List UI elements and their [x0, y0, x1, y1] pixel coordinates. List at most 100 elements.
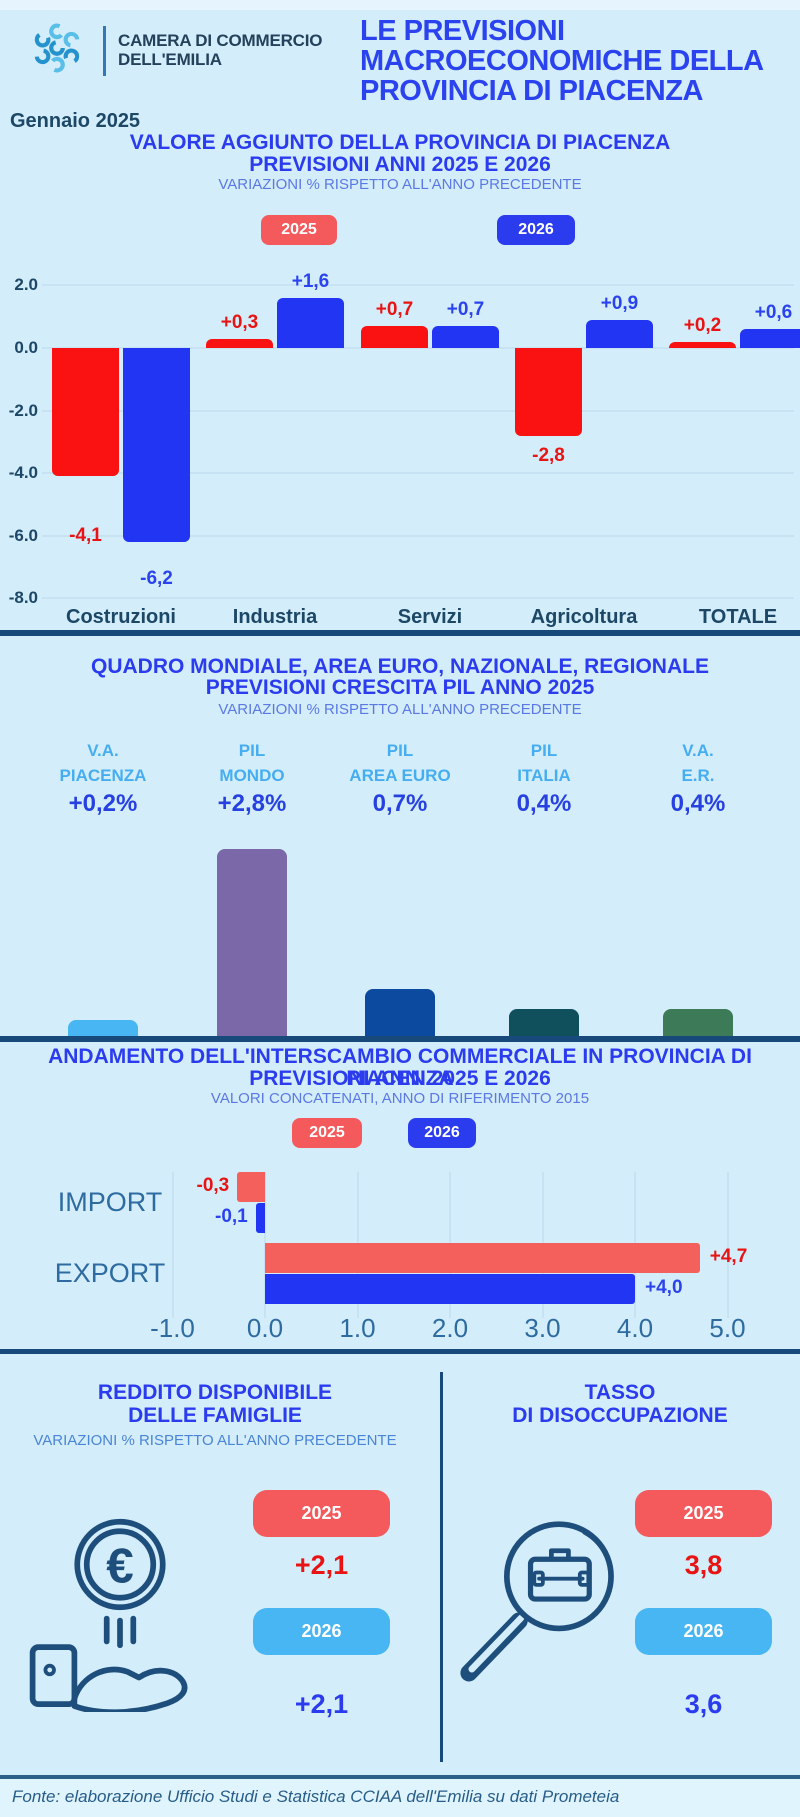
report-date: Gennaio 2025 [10, 110, 141, 132]
chart2-column-header-line1: V.A. [682, 741, 714, 760]
brand-name-line1: CAMERA DI COMMERCIO [118, 31, 323, 50]
panel-reddito-title-line1: REDDITO DISPONIBILE [97, 1381, 333, 1404]
tasso-2025-value: 3,8 [684, 1550, 723, 1580]
chart2-column-value: 0,4% [516, 790, 572, 817]
top-strip [0, 0, 800, 10]
chart2-column-header-line2: ITALIA [517, 766, 571, 785]
section1-subtitle: VARIAZIONI % RISPETTO ALL'ANNO PRECEDENT… [218, 176, 582, 193]
chart1-gridline [42, 472, 794, 475]
chart2-column-header-line1: PIL [386, 741, 414, 760]
panel-reddito-subtitle: VARIAZIONI % RISPETTO ALL'ANNO PRECEDENT… [33, 1432, 397, 1449]
chart2-column-value: +0,2% [68, 790, 138, 817]
chart1-bar-value-label: +0,2 [683, 314, 722, 336]
chart2-bar [217, 849, 287, 1036]
chart1-y-tick-label: -4.0 [8, 463, 38, 483]
chart1-y-tick-label: 0.0 [14, 338, 38, 357]
chart3-gridline [171, 1172, 174, 1318]
chart1-bar-2026 [586, 319, 653, 348]
chart3-x-tick-label: -1.0 [150, 1313, 195, 1343]
page-title-line1: LE PREVISIONI [360, 15, 565, 47]
chart2-column-value: 0,4% [670, 790, 726, 817]
chart1-bar-2026 [740, 329, 800, 348]
chart1-gridline [42, 284, 794, 287]
chart2-column-header-line1: PIL [238, 741, 266, 760]
reddito-2025-badge: 2025 [253, 1490, 390, 1537]
chart2-column-value: 0,7% [372, 790, 428, 817]
chart1-category-label: Servizi [397, 606, 463, 628]
chart1-category-label: Costruzioni [66, 606, 176, 628]
section3-title-line2: PREVISIONI ANNI 2025 E 2026 [249, 1067, 551, 1090]
section2-subtitle: VARIAZIONI % RISPETTO ALL'ANNO PRECEDENT… [218, 701, 582, 718]
chart1-category-label: TOTALE [698, 606, 778, 628]
section3-title-line1: ANDAMENTO DELL'INTERSCAMBIO COMMERCIALE … [48, 1045, 752, 1090]
chart1-bar-value-label: +0,9 [600, 292, 639, 314]
chart3-category-label: IMPORT [57, 1187, 163, 1217]
chart3-gridline [726, 1172, 729, 1318]
chart2-column-header-line1: V.A. [87, 741, 119, 760]
chart1-bar-2026 [432, 326, 499, 348]
chart2-bar [663, 1009, 733, 1036]
reddito-2026-badge: 2026 [253, 1608, 390, 1655]
chart3-bar-2026 [265, 1273, 635, 1304]
chart3-category-label: EXPORT [54, 1258, 166, 1288]
chart1-category-label: Agricoltura [530, 606, 638, 628]
chart1-bar-2026 [277, 297, 344, 348]
chart3-bar-value-label: -0,1 [215, 1205, 248, 1227]
svg-text:€: € [106, 1539, 133, 1594]
chart3-bar-value-label: -0,3 [196, 1175, 230, 1196]
chart1-bar-value-label: +0,6 [754, 302, 793, 324]
chart2-column-header-line2: MONDO [219, 766, 285, 785]
chart1-gridline [42, 597, 794, 600]
tasso-2026-badge: 2026 [635, 1608, 772, 1655]
panel-reddito-title-line2: DELLE FAMIGLIE [128, 1404, 302, 1427]
chart1-bar-2025 [669, 341, 736, 348]
section-divider [0, 1036, 800, 1042]
section2-title-line1: QUADRO MONDIALE, AREA EURO, NAZIONALE, R… [91, 655, 709, 678]
chart1-bar-value-label: -2,8 [532, 444, 565, 466]
chart3-bar-2025 [265, 1243, 700, 1273]
chart1-gridline [42, 347, 794, 349]
panel-divider [440, 1372, 443, 1762]
chart3-x-tick-label: 3.0 [524, 1313, 561, 1343]
chart3-x-tick-label: 5.0 [709, 1313, 746, 1343]
chart1-bar-2025 [52, 348, 119, 477]
chart1-y-tick-label: -2.0 [8, 400, 38, 420]
chart1-bar-value-label: +1,6 [291, 270, 330, 292]
chart1-gridline [42, 534, 794, 537]
legend-badge-2026: 2026 [497, 215, 575, 245]
section3-subtitle: VALORI CONCATENATI, ANNO DI RIFERIMENTO … [210, 1090, 590, 1107]
chart2-bar [509, 1009, 579, 1036]
chart3-x-tick-label: 1.0 [339, 1313, 376, 1343]
section-divider [0, 630, 800, 636]
chart2-column-value: +2,8% [217, 790, 287, 817]
chart1-bar-value-label: -4,1 [69, 525, 102, 547]
chart1-bar-2025 [515, 348, 582, 436]
tasso-2026-value: 3,6 [684, 1689, 723, 1719]
chart1-bar-value-label: +0,7 [446, 299, 485, 321]
chart1-bar-value-label: +0,7 [375, 299, 414, 321]
chart1-bar-2026 [123, 348, 190, 543]
panel-tasso-title-line1: TASSO [584, 1381, 656, 1404]
magnifier-briefcase-icon [440, 1510, 640, 1690]
chart2-bar [68, 1020, 138, 1036]
chart1-bar-2025 [206, 338, 273, 348]
chart2-column-header-line2: PIACENZA [59, 766, 147, 785]
chart1-y-tick-label: -6.0 [8, 525, 38, 545]
legend-badge-2026: 2026 [408, 1118, 476, 1148]
chart3-bar-2025 [237, 1172, 265, 1202]
chart3-x-tick-label: 2.0 [431, 1313, 469, 1343]
reddito-2026-value: +2,1 [294, 1689, 349, 1719]
chart1-bar-value-label: +0,3 [220, 311, 259, 333]
chart3-x-tick-label: 4.0 [616, 1313, 654, 1343]
brand-name-line2: DELL'EMILIA [118, 50, 222, 69]
section2-title-line2: PREVISIONI CRESCITA PIL ANNO 2025 [205, 676, 595, 699]
chart1-y-tick-label: -8.0 [8, 588, 38, 608]
page-title-line3: PROVINCIA DI PIACENZA [360, 75, 703, 107]
section1-title-line1: VALORE AGGIUNTO DELLA PROVINCIA DI PIACE… [129, 131, 671, 154]
chart2-column-header-line2: AREA EURO [349, 766, 451, 785]
chart1-bar-value-label: -6,2 [140, 568, 173, 590]
chart2-column-header-line1: PIL [530, 741, 558, 760]
legend-badge-2025: 2025 [292, 1118, 362, 1148]
brand-divider [103, 26, 106, 76]
